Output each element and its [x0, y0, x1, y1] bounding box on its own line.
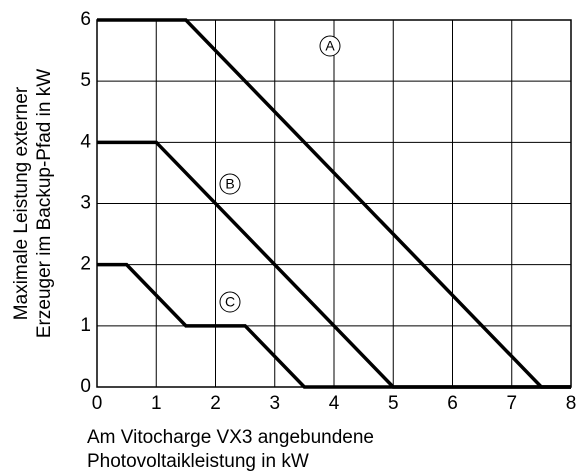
y-tick-label: 6	[80, 9, 91, 30]
x-tick-label: 0	[92, 393, 103, 414]
series-label-circle	[219, 173, 241, 195]
y-tick-label: 0	[80, 376, 91, 397]
x-tick-label: 5	[388, 393, 399, 414]
x-tick-label: 3	[269, 393, 280, 414]
x-axis-label: Photovoltaikleistung in kW	[87, 451, 309, 472]
series-label: A	[325, 38, 335, 54]
y-tick-label: 3	[80, 193, 91, 214]
x-tick-label: 4	[329, 393, 340, 414]
series-label-circle	[319, 35, 341, 57]
y-tick-label: 1	[80, 315, 91, 336]
series-label-circle	[219, 291, 241, 313]
y-tick-label: 5	[80, 70, 91, 91]
y-axis-label: Erzeuger im Backup-Pfad in kW	[34, 69, 55, 338]
x-axis-label: Am Vitocharge VX3 angebundene	[87, 427, 374, 448]
x-tick-label: 1	[151, 393, 162, 414]
x-tick-label: 2	[210, 393, 221, 414]
line-series	[97, 262, 571, 389]
x-tick-label: 8	[566, 393, 577, 414]
y-tick-label: 2	[80, 254, 91, 275]
series-label: B	[225, 176, 234, 192]
y-axis-label: Maximale Leistung externer	[11, 86, 32, 320]
series-label: C	[225, 294, 235, 310]
y-tick-label: 4	[80, 131, 91, 152]
x-tick-label: 6	[447, 393, 458, 414]
x-tick-label: 7	[506, 393, 517, 414]
